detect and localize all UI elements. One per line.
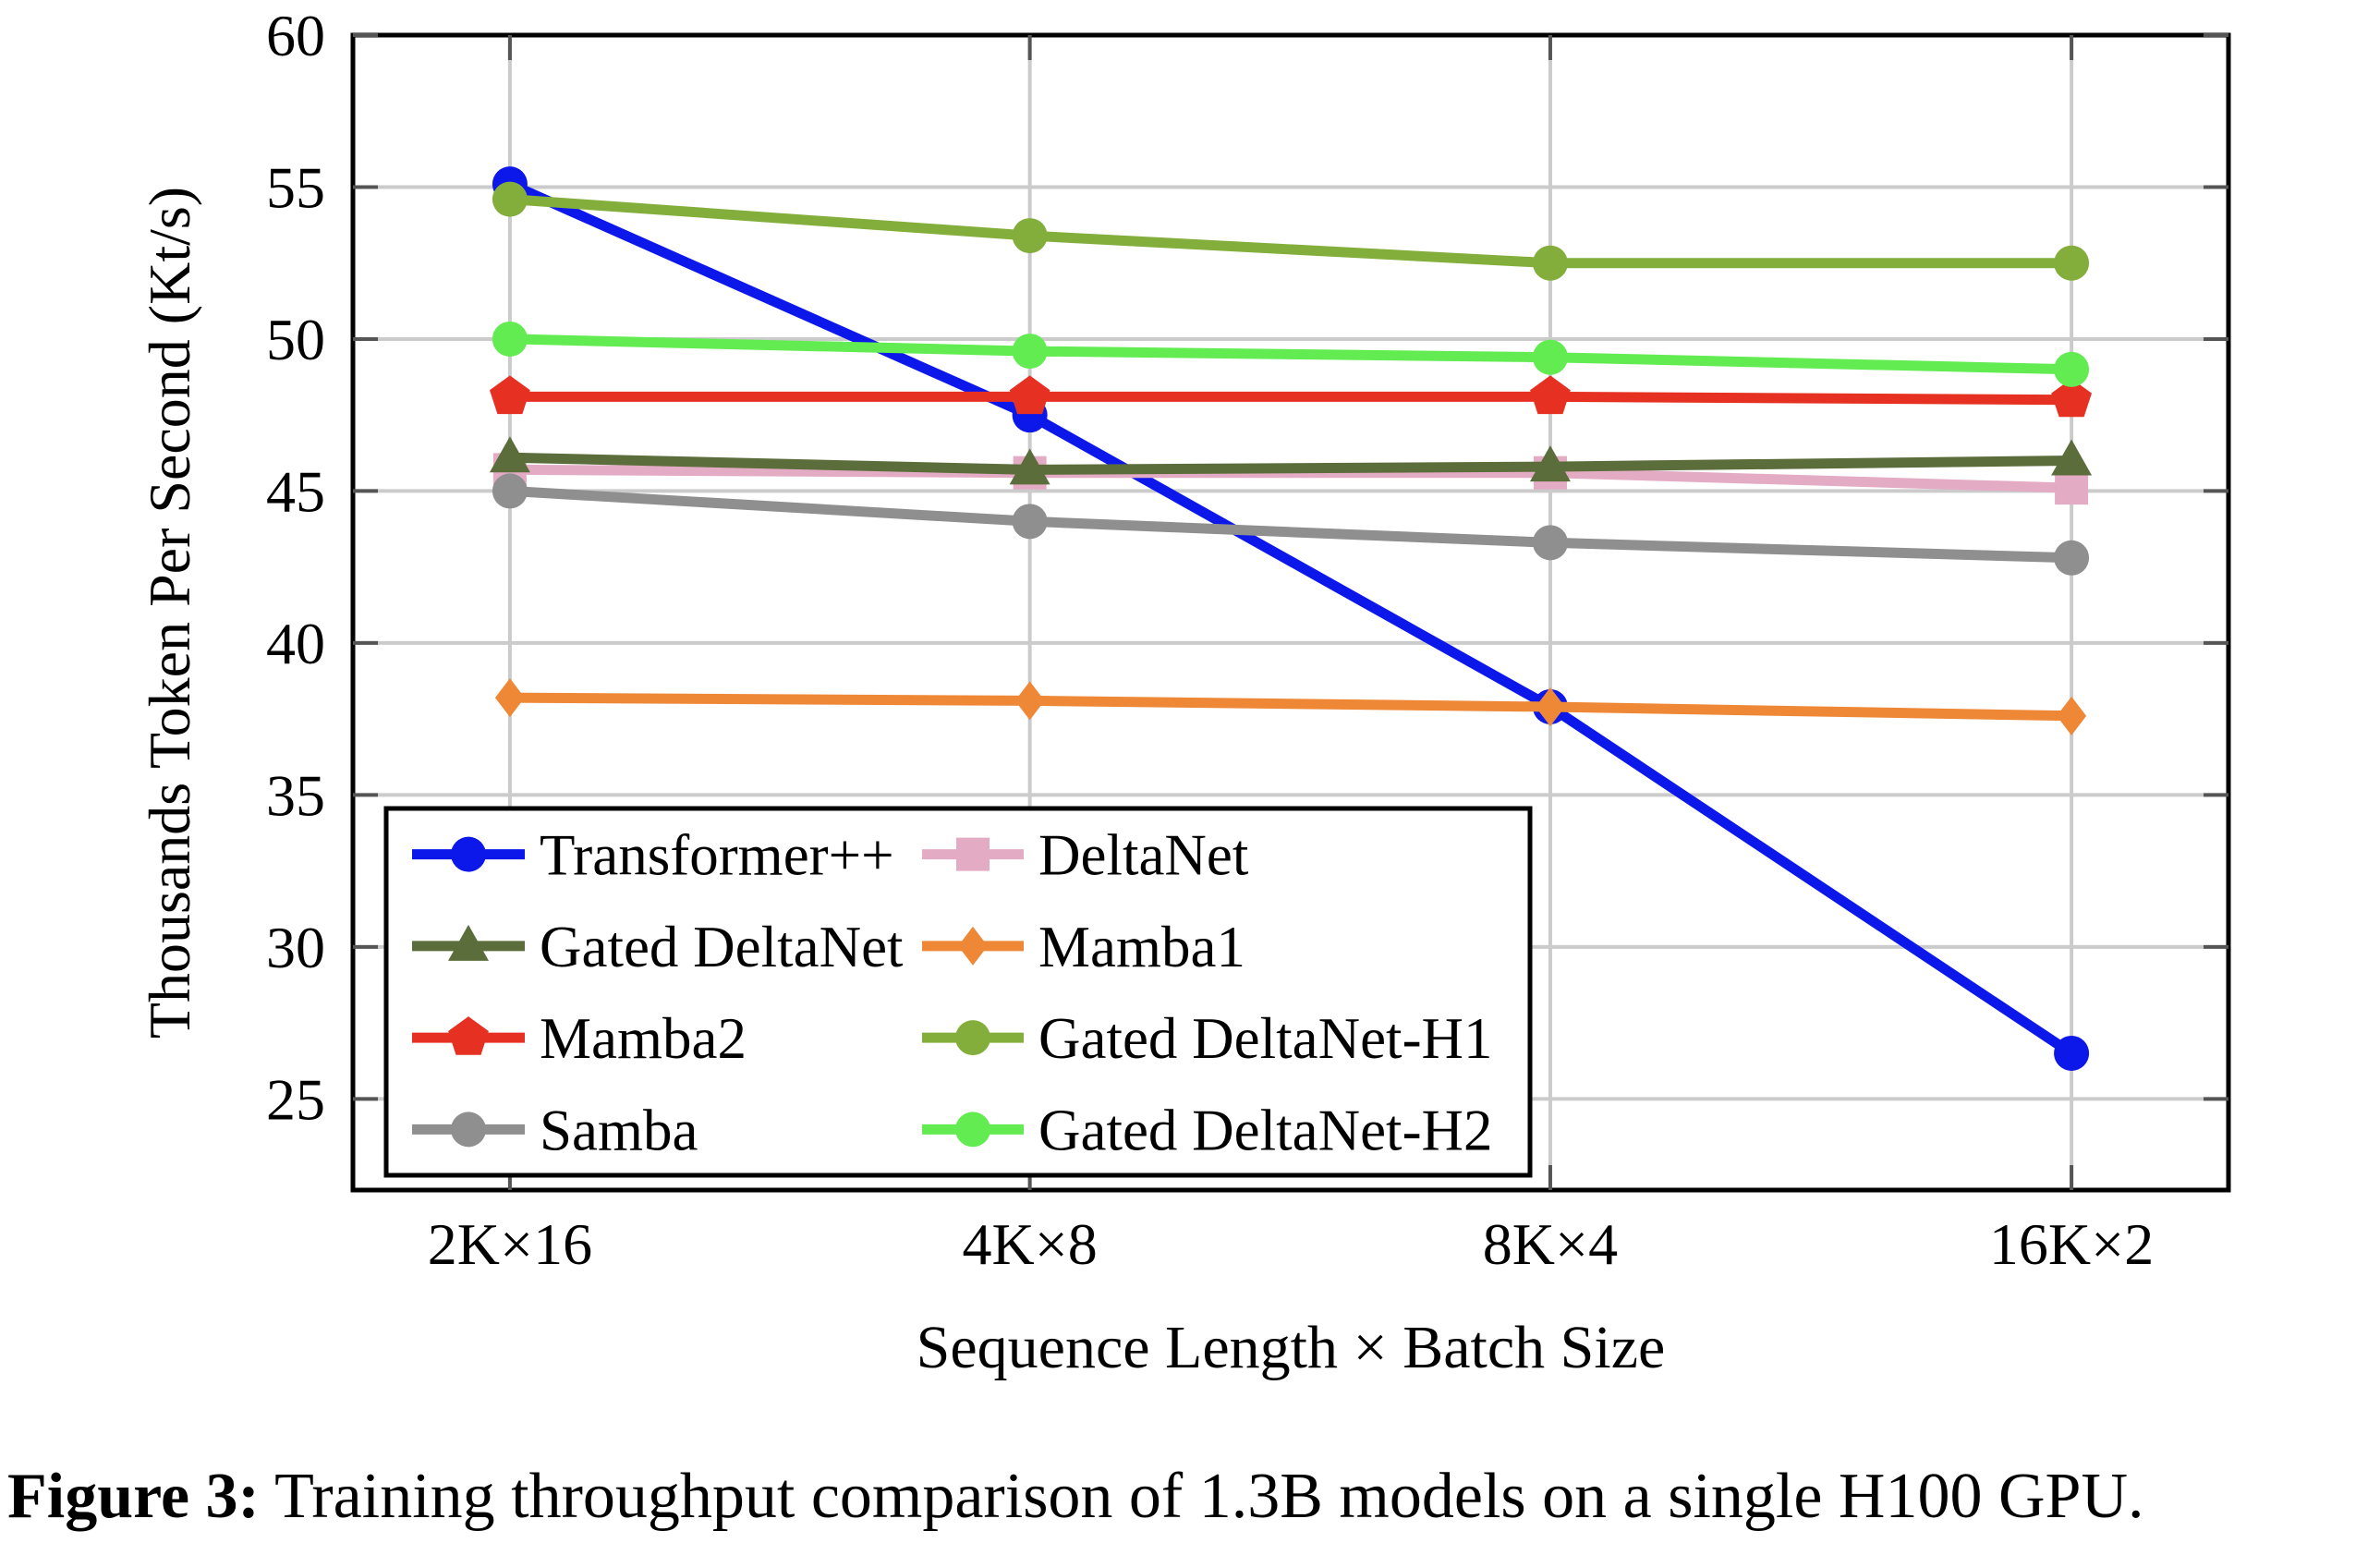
- series-line-mamba1: [504, 692, 2077, 722]
- data-point-gated-deltanet-h2: [492, 321, 528, 357]
- legend-label: Mamba1: [1038, 915, 1245, 979]
- x-tick-label: 4K×8: [962, 1211, 1097, 1277]
- series-line-samba: [504, 485, 2077, 564]
- x-tick-label: 8K×4: [1483, 1211, 1618, 1277]
- series-layer: [489, 166, 2093, 1071]
- x-tick-label: 16K×2: [1989, 1211, 2154, 1277]
- legend-item-gated-deltanet: Gated DeltaNet: [412, 915, 904, 979]
- legend-item-gated-deltanet-h1: Gated DeltaNet-H1: [922, 1006, 1493, 1071]
- diamond-marker-icon: [958, 926, 988, 966]
- data-point-mamba2: [2051, 378, 2092, 418]
- circle-marker-icon: [955, 1020, 990, 1056]
- y-tick-label: 55: [266, 154, 325, 220]
- figure-caption-text: Training throughput comparison of 1.3B m…: [259, 1461, 2144, 1532]
- x-tick-label: 2K×16: [428, 1211, 592, 1277]
- legend-item-samba: Samba: [412, 1098, 698, 1162]
- legend-label: Transformer++: [540, 823, 894, 888]
- data-point-mamba1: [2057, 696, 2087, 735]
- data-point-gated-deltanet-h1: [2054, 245, 2090, 281]
- data-point-mamba1: [1014, 681, 1045, 721]
- legend: Transformer++ DeltaNet Gated DeltaNet Mamba…: [383, 806, 1533, 1178]
- y-tick-label: 45: [266, 458, 325, 524]
- data-point-gated-deltanet: [489, 436, 530, 473]
- legend-item-mamba2: Mamba2: [412, 1006, 747, 1071]
- data-point-gated-deltanet-h1: [492, 181, 528, 217]
- series-line-gated-deltanet-h2: [504, 334, 2077, 375]
- legend-item-gated-deltanet-h2: Gated DeltaNet-H2: [922, 1098, 1493, 1162]
- triangle-marker-icon: [448, 924, 489, 961]
- x-axis-label: Sequence Length × Batch Size: [917, 1314, 1666, 1381]
- legend-item-mamba1: Mamba1: [922, 915, 1245, 979]
- legend-label: Gated DeltaNet-H2: [1038, 1098, 1493, 1162]
- data-point-samba: [1012, 504, 1048, 540]
- data-point-gated-deltanet-h2: [1012, 334, 1048, 370]
- data-point-gated-deltanet: [1009, 448, 1050, 485]
- axis-text-layer: 25 30 35 40 45 50 55 60 2K×16 4K×8 8K×4 16K×2: [266, 3, 2154, 1277]
- pentagon-marker-icon: [448, 1016, 489, 1055]
- square-marker-icon: [956, 837, 990, 871]
- legend-label: Gated DeltaNet-H1: [1038, 1006, 1493, 1071]
- legend-label: DeltaNet: [1038, 823, 1249, 888]
- data-point-deltanet: [2055, 471, 2089, 505]
- data-point-gated-deltanet-h1: [1532, 245, 1568, 281]
- figure-caption: Figure 3: Training throughput comparison…: [7, 1460, 2380, 1534]
- data-point-mamba1: [494, 678, 525, 718]
- data-point-mamba1: [1535, 686, 1565, 726]
- plot-frame: [350, 32, 2231, 1193]
- series-line-gated-deltanet: [504, 452, 2077, 475]
- y-tick-label: 30: [266, 915, 325, 980]
- legend-label: Mamba2: [540, 1006, 747, 1071]
- y-tick-label: 50: [266, 307, 325, 372]
- data-point-gated-deltanet-h1: [1012, 218, 1048, 254]
- series-line-mamba2: [504, 391, 2077, 406]
- data-point-mamba2: [1530, 375, 1571, 415]
- y-tick-label: 35: [266, 762, 325, 828]
- data-point-transformer-: [2054, 1035, 2090, 1071]
- throughput-line-chart: 25 30 35 40 45 50 55 60 2K×16 4K×8 8K×4 16K×2 Trans…: [137, 3, 2231, 1381]
- data-point-gated-deltanet: [2051, 439, 2093, 476]
- legend-item-transformer-: Transformer++: [412, 823, 894, 888]
- circle-marker-icon: [451, 1112, 486, 1148]
- data-point-samba: [2054, 540, 2090, 576]
- legend-label: Samba: [540, 1098, 698, 1162]
- figure-caption-label: Figure 3:: [7, 1461, 260, 1532]
- circle-marker-icon: [451, 836, 486, 872]
- y-tick-label: 25: [266, 1066, 325, 1132]
- data-point-samba: [1532, 525, 1568, 561]
- data-point-samba: [492, 473, 528, 509]
- circle-marker-icon: [955, 1112, 990, 1148]
- y-tick-label: 60: [266, 3, 325, 68]
- legend-item-deltanet: DeltaNet: [922, 823, 1249, 888]
- data-point-gated-deltanet-h2: [1532, 339, 1568, 375]
- data-point-mamba2: [490, 375, 530, 415]
- data-point-gated-deltanet-h2: [2054, 351, 2090, 387]
- data-point-mamba2: [1009, 375, 1050, 415]
- series-line-gated-deltanet-h1: [504, 194, 2077, 269]
- data-point-gated-deltanet: [1529, 445, 1571, 482]
- series-line-transformer-: [504, 178, 2077, 1059]
- y-tick-label: 40: [266, 611, 325, 676]
- legend-label: Gated DeltaNet: [540, 915, 904, 979]
- y-axis-label: Thousands Token Per Second (Kt/s): [137, 187, 202, 1039]
